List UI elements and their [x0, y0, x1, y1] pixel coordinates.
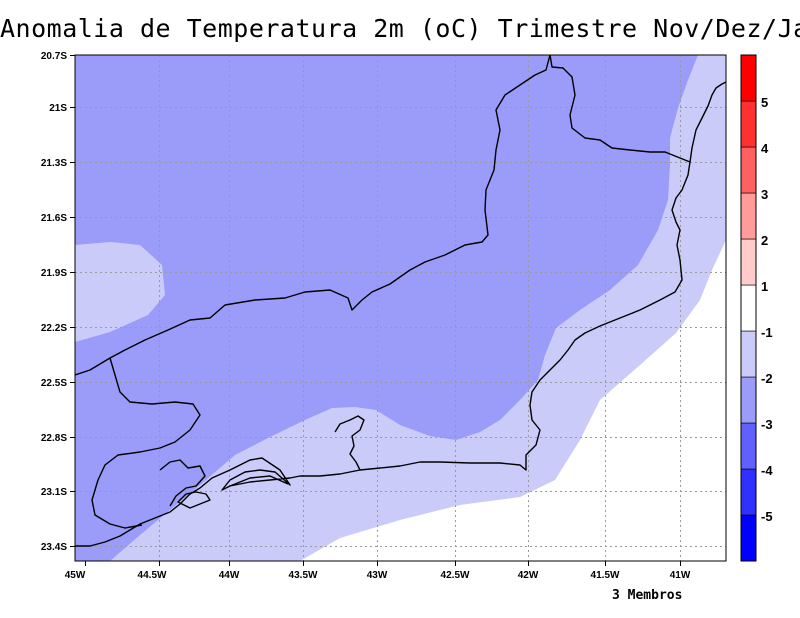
- state-outline: [75, 55, 726, 547]
- class-minus-1-island: [75, 242, 165, 342]
- ensemble-members-note: 3 Membros: [612, 588, 683, 603]
- y-tick-label: 22.8S: [41, 433, 67, 444]
- colorbar-label: 1: [761, 279, 768, 294]
- colorbar-swatch: [740, 146, 757, 194]
- x-tick-label: 41.5W: [591, 570, 620, 581]
- bay-islands: [334, 415, 365, 471]
- colorbar-frame: [740, 54, 757, 562]
- east-coast-north: [689, 81, 726, 163]
- colorbar-swatch: [740, 376, 757, 424]
- colorbar-swatch: [740, 100, 757, 148]
- state-border: [75, 55, 691, 547]
- y-tick-label: 22.5S: [41, 378, 67, 389]
- y-tick-label: 23.1S: [41, 487, 67, 498]
- grid-lines: [75, 55, 726, 561]
- x-tick-label: 44.5W: [138, 570, 167, 581]
- anomaly-field: [75, 55, 726, 561]
- x-tick-label: 43W: [367, 570, 388, 581]
- y-tick-label: 21.6S: [41, 213, 67, 224]
- y-axis: 20.7S 21S 21.3S 21.6S 21.9S 22.2S 22.5S …: [41, 51, 75, 553]
- colorbar: -5 -4 -3 -2 -1 1 2 3 4 5: [740, 54, 773, 562]
- x-axis: 45W 44.5W 44W 43.5W 43W 42.5W 42W 41.5W …: [65, 561, 691, 581]
- colorbar-swatches: [740, 54, 757, 562]
- colorbar-label: 5: [761, 95, 768, 110]
- colorbar-label: -4: [761, 463, 773, 478]
- restinga: [229, 475, 289, 487]
- colorbar-label: -1: [761, 325, 773, 340]
- map-title: Anomalia de Temperatura 2m (oC) Trimestr…: [0, 14, 800, 43]
- x-tick-label: 44W: [219, 570, 240, 581]
- colorbar-swatch: [740, 284, 757, 332]
- colorbar-swatch: [740, 192, 757, 240]
- colorbar-swatch: [740, 468, 757, 516]
- plot-frame: [74, 54, 727, 562]
- colorbar-swatch: [740, 422, 757, 470]
- y-tick-label: 23.4S: [41, 542, 67, 553]
- colorbar-swatch: [740, 238, 757, 286]
- colorbar-swatch: [740, 514, 757, 562]
- ilha-grande: [177, 491, 211, 509]
- x-tick-label: 41W: [670, 570, 691, 581]
- colorbar-label: -2: [761, 371, 773, 386]
- x-tick-label: 42.5W: [441, 570, 470, 581]
- y-tick-label: 20.7S: [41, 51, 67, 62]
- x-tick-label: 42W: [518, 570, 539, 581]
- interior-boundary: [91, 357, 201, 529]
- y-tick-label: 22.2S: [41, 323, 67, 334]
- colorbar-label: 3: [761, 187, 768, 202]
- class-minus-2: [75, 55, 698, 561]
- colorbar-label: 4: [761, 141, 769, 156]
- y-tick-label: 21.3S: [41, 158, 67, 169]
- y-tick-label: 21S: [49, 103, 67, 114]
- colorbar-swatch: [740, 330, 757, 378]
- colorbar-label: -3: [761, 417, 773, 432]
- colorbar-label: -5: [761, 509, 773, 524]
- x-tick-label: 45W: [65, 570, 86, 581]
- x-tick-label: 43.5W: [289, 570, 318, 581]
- y-tick-label: 21.9S: [41, 268, 67, 279]
- colorbar-swatch: [740, 54, 757, 102]
- colorbar-label: 2: [761, 233, 768, 248]
- sepetiba-bay: [159, 459, 206, 507]
